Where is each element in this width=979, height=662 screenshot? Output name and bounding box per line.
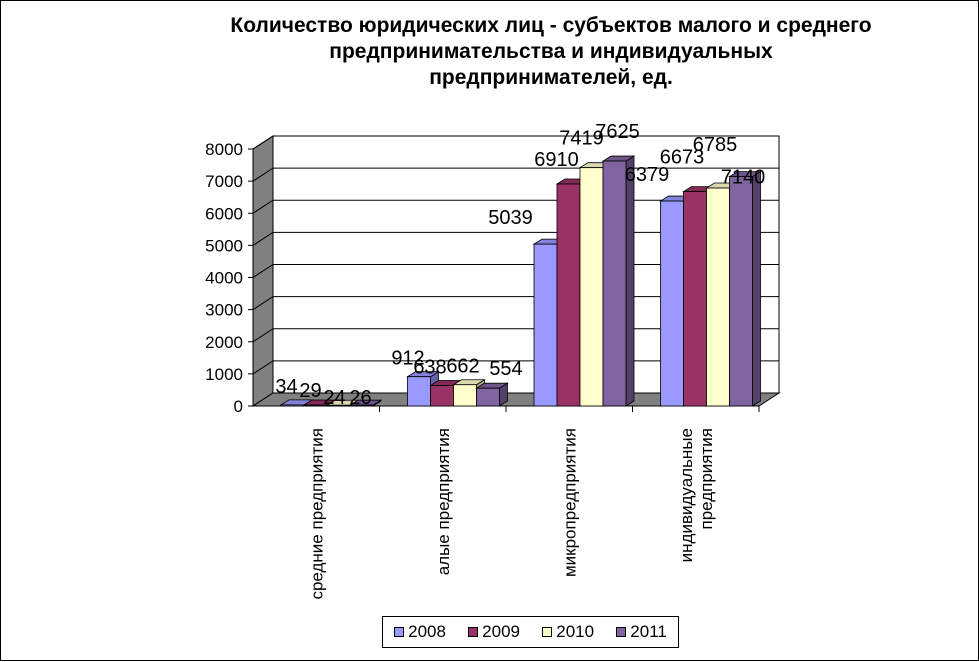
legend-swatch-2009 <box>468 627 479 637</box>
y-tick-label: 2000 <box>205 333 243 352</box>
y-tick-label: 4000 <box>205 269 243 288</box>
bar-front <box>430 385 454 407</box>
y-tick-label: 6000 <box>205 204 243 223</box>
bar-side <box>625 155 635 407</box>
chart-title-line-3: предпринимателей, ед. <box>429 66 673 89</box>
x-tick-label: индивидуальные <box>677 428 696 562</box>
legend-label-2010: 2010 <box>556 622 595 641</box>
data-label: 6910 <box>534 149 579 171</box>
data-label: 34 <box>275 376 297 398</box>
gridline <box>252 135 779 150</box>
legend-label-2009: 2009 <box>482 622 520 641</box>
x-tick-label: алые предприятия <box>434 428 453 575</box>
bar <box>348 399 383 407</box>
bars <box>279 155 762 407</box>
data-label: 7625 <box>595 121 640 143</box>
y-tick-label: 3000 <box>205 301 243 320</box>
data-label: 638 <box>413 357 446 379</box>
bar <box>475 382 509 407</box>
x-axis: средние предприятия алые предприятия микро… <box>253 405 760 600</box>
legend-swatch-2008 <box>394 627 405 637</box>
chart-title: Количество юридических лиц - субъектов м… <box>151 13 951 91</box>
bar-front <box>729 176 753 407</box>
legend-label-2008: 2008 <box>408 622 446 641</box>
bar-front <box>453 384 477 407</box>
data-label: 29 <box>299 380 321 402</box>
data-label: 6379 <box>625 164 670 186</box>
legend-item: 2010 <box>542 622 594 642</box>
bar-front <box>407 376 431 407</box>
bar-front <box>476 387 500 407</box>
legend: 2008 2009 2010 2011 <box>382 616 679 648</box>
y-tick-label: 5000 <box>205 236 243 255</box>
bar-front <box>556 183 581 407</box>
y-axis: 0 1000 2000 3000 4000 5000 6000 7000 8000 <box>205 140 254 416</box>
chart-title-line-2: предпринимательства и индивидуальных <box>329 40 773 63</box>
y-tick-label: 0 <box>234 397 243 416</box>
bar-side <box>752 170 761 407</box>
data-label: 6785 <box>693 134 738 156</box>
data-label: 7140 <box>721 167 766 189</box>
chart-title-line-1: Количество юридических лиц - субъектов м… <box>230 14 872 37</box>
y-tick-label: 1000 <box>205 365 243 384</box>
data-label: 7419 <box>559 128 604 150</box>
legend-label-2011: 2011 <box>630 622 667 641</box>
bar <box>601 155 636 407</box>
x-tick-label: микропредприятия <box>560 428 579 577</box>
legend-swatch-2010 <box>542 627 553 637</box>
bar-front <box>706 187 730 407</box>
bar <box>728 170 762 407</box>
x-tick-label: предприятия <box>697 428 716 530</box>
bar-front <box>533 243 558 407</box>
bar-front <box>660 200 684 407</box>
legend-item: 2008 <box>394 622 446 642</box>
bar-front <box>579 167 604 407</box>
y-tick-label: 7000 <box>205 172 243 191</box>
data-label: 662 <box>446 356 479 378</box>
data-label: 912 <box>391 348 424 370</box>
y-tick-label: 8000 <box>205 140 243 159</box>
x-tick-label: средние предприятия <box>307 428 326 600</box>
data-label: 26 <box>349 387 371 409</box>
data-label: 24 <box>323 387 345 409</box>
legend-item: 2009 <box>468 622 520 642</box>
data-label: 5039 <box>488 207 533 229</box>
legend-swatch-2011 <box>616 627 627 637</box>
legend-item: 2011 <box>616 622 667 642</box>
bar-front <box>280 404 305 407</box>
data-label: 6673 <box>660 147 705 169</box>
data-label: 554 <box>489 358 522 380</box>
bar-front <box>602 160 627 407</box>
bar-front <box>349 404 374 407</box>
bar <box>406 370 440 407</box>
bar-front <box>683 191 707 407</box>
